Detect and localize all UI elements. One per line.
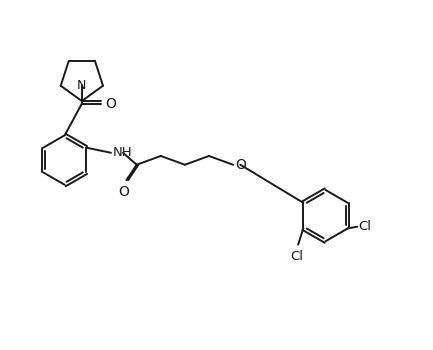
Text: Cl: Cl (358, 220, 371, 233)
Text: O: O (118, 185, 129, 199)
Text: Cl: Cl (291, 250, 304, 263)
Text: O: O (235, 158, 246, 172)
Text: NH: NH (113, 146, 132, 159)
Text: O: O (105, 97, 116, 111)
Text: N: N (77, 79, 87, 92)
